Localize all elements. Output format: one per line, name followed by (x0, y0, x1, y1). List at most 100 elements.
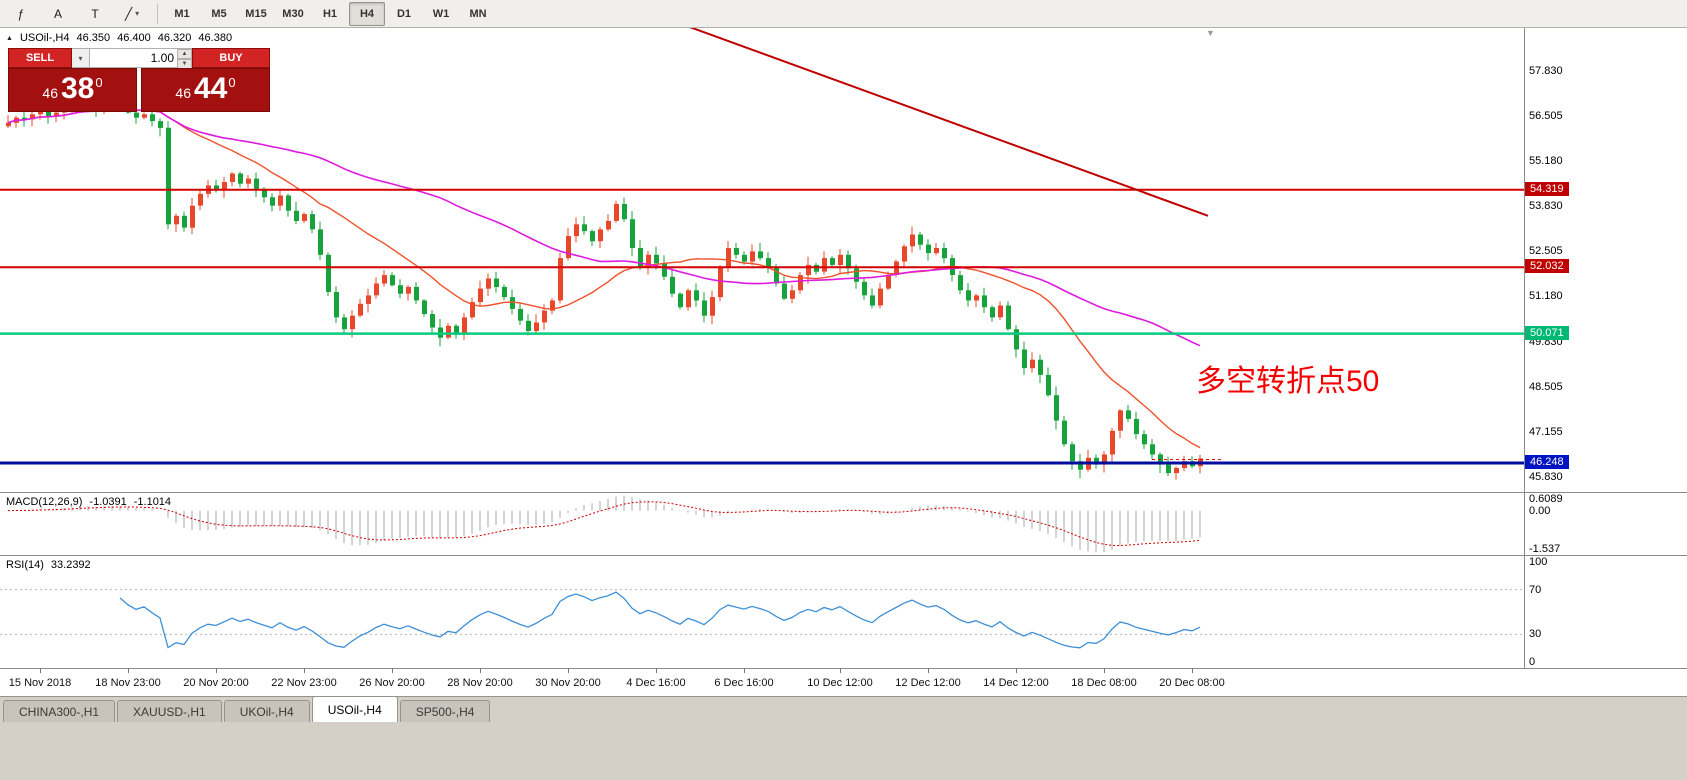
price-tick-label: 52.505 (1529, 245, 1563, 258)
macd-tick-label: -1.537 (1529, 543, 1561, 555)
text-frame-button[interactable]: T (91, 6, 99, 21)
price-chart-canvas[interactable] (0, 28, 1524, 491)
time-tick (656, 669, 657, 673)
timeframe-button-d1[interactable]: D1 (396, 7, 412, 20)
price-tick-label: 45.830 (1529, 471, 1563, 484)
ohlc-close: 46.380 (198, 32, 233, 44)
price-tick-label: 57.830 (1529, 64, 1563, 77)
time-label: 18 Dec 08:00 (1071, 677, 1137, 689)
ohlc-high: 46.400 (117, 32, 151, 44)
tab-usoil-h4[interactable]: USOil-,H4 (311, 696, 398, 722)
time-tick (568, 669, 569, 673)
tab-sp500-h4[interactable]: SP500-,H4 (399, 700, 491, 722)
timeframe-button-mn[interactable]: MN (469, 7, 487, 20)
price-tick-label: 51.180 (1529, 290, 1563, 303)
price-axis[interactable]: 57.830 56.505 55.180 53.830 52.505 51.180 49.8… (1524, 28, 1687, 668)
toolbar-separator (157, 3, 158, 24)
chart-symbol-period: USOil-,H4 (19, 32, 70, 44)
tab-ukoil-h4[interactable]: UKOil-,H4 (223, 700, 310, 722)
price-tick-label: 55.180 (1529, 154, 1563, 167)
time-label: 22 Nov 23:00 (271, 677, 337, 689)
timeframe-button-m15[interactable]: M15 (245, 7, 267, 20)
sell-price-big: 38 (60, 72, 95, 105)
indicators-button[interactable]: ƒ (17, 6, 25, 21)
chart-header: ▲ USOil-,H4 46.350 46.400 46.320 46.380 (6, 32, 232, 44)
toolbar: ƒ A T ╱ ▾ M1 M5 M15 M30 H1 H4 D1 W1 MN (0, 0, 1687, 28)
time-label: 28 Nov 20:00 (447, 677, 513, 689)
chart-tab-bar: CHINA300-,H1 XAUUSD-,H1 UKOil-,H4 USOil-,H4… (0, 696, 1687, 722)
buy-button[interactable]: BUY (192, 48, 270, 68)
hline-price-label: 52.032 (1525, 259, 1569, 274)
time-label: 10 Dec 12:00 (807, 677, 873, 689)
volume-dropdown[interactable]: ▾ (72, 48, 90, 68)
rsi-label: RSI(14) 33.2392 (6, 559, 91, 571)
buy-price-prefix: 46 (175, 85, 191, 101)
time-tick (1104, 669, 1105, 673)
rsi-tick-label: 100 (1529, 556, 1548, 568)
time-label: 12 Dec 12:00 (895, 677, 961, 689)
time-axis[interactable]: 15 Nov 2018 18 Nov 23:00 20 Nov 20:00 22 No… (0, 668, 1687, 696)
chart-text-annotation: 多空转折点50 (1196, 365, 1380, 398)
buy-price-button[interactable]: 46 44 0 (141, 68, 270, 112)
price-tick-label: 48.505 (1529, 380, 1563, 393)
price-tick-label: 47.155 (1529, 426, 1563, 439)
chart-up-icon: ▲ (6, 34, 13, 42)
chevron-down-icon: ▾ (78, 53, 83, 63)
sell-price-button[interactable]: 46 38 0 (8, 68, 137, 112)
volume-increase-button[interactable]: ▲ (177, 49, 192, 59)
timeframe-button-h1[interactable]: H1 (322, 7, 338, 20)
volume-field: ▲ ▼ (90, 48, 192, 69)
macd-tick-label: 0.00 (1529, 504, 1551, 517)
macd-canvas (7, 495, 1201, 553)
buy-price-sup: 0 (228, 75, 236, 90)
tab-xauusd-h1[interactable]: XAUUSD-,H1 (117, 700, 222, 722)
time-tick (744, 669, 745, 673)
time-label: 26 Nov 20:00 (359, 677, 425, 689)
time-tick (1016, 669, 1017, 673)
price-axis-rsi: 100 70 30 0 (1525, 555, 1687, 668)
rsi-value: 33.2392 (50, 559, 91, 571)
time-label: 18 Nov 23:00 (95, 677, 161, 689)
time-tick (928, 669, 929, 673)
timeframe-button-w1[interactable]: W1 (432, 7, 450, 20)
hline-price-label: 46.248 (1525, 454, 1569, 469)
volume-input[interactable] (90, 49, 177, 67)
price-axis-macd: 0.6089 0.00 -1.537 (1525, 492, 1687, 555)
rsi-tick-label: 30 (1529, 628, 1542, 641)
time-label: 20 Nov 20:00 (183, 677, 249, 689)
timeframe-button-m1[interactable]: M1 (174, 7, 190, 20)
time-label: 20 Dec 08:00 (1159, 677, 1225, 689)
ohlc-low: 46.320 (157, 32, 192, 44)
timeframe-button-m5[interactable]: M5 (211, 7, 227, 20)
rsi-canvas (0, 589, 1524, 649)
macd-name: MACD(12,26,9) (6, 496, 83, 508)
time-tick (40, 669, 41, 673)
line-tool-button[interactable]: ╱ ▾ (124, 6, 140, 21)
rsi-name: RSI(14) (6, 559, 44, 571)
time-label: 30 Nov 20:00 (535, 677, 601, 689)
time-label: 15 Nov 2018 (8, 677, 72, 689)
buy-price-big: 44 (193, 72, 228, 105)
time-label: 6 Dec 16:00 (714, 677, 774, 689)
price-tick-label: 53.830 (1529, 200, 1563, 213)
price-tick-label: 56.505 (1529, 109, 1563, 122)
chevron-down-icon: ▾ (135, 9, 140, 18)
macd-value-main: -1.0391 (89, 496, 127, 508)
time-label: 14 Dec 12:00 (983, 677, 1049, 689)
sell-price-sup: 0 (95, 75, 103, 90)
price-axis-main: 57.830 56.505 55.180 53.830 52.505 51.180 49.8… (1525, 28, 1687, 491)
timeframe-button-m30[interactable]: M30 (282, 7, 304, 20)
sell-price-prefix: 46 (42, 85, 58, 101)
timeframe-button-h4[interactable]: H4 (349, 1, 385, 26)
hline-price-label: 54.319 (1525, 181, 1569, 196)
macd-pane: MACD(12,26,9) -1.0391 -1.1014 (0, 492, 1524, 555)
tab-china300-h1[interactable]: CHINA300-,H1 (3, 700, 116, 722)
time-tick (128, 669, 129, 673)
text-label-button[interactable]: A (53, 6, 62, 21)
macd-value-signal: -1.1014 (133, 496, 172, 508)
time-tick (304, 669, 305, 673)
time-tick (480, 669, 481, 673)
sell-button[interactable]: SELL (8, 48, 72, 68)
